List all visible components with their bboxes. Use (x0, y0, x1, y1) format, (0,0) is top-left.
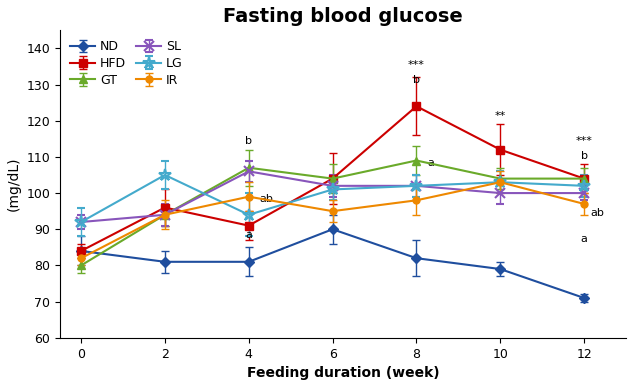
Text: b: b (245, 136, 252, 146)
Text: a: a (427, 158, 434, 168)
Text: ab: ab (591, 208, 605, 218)
Text: b: b (413, 75, 420, 84)
Text: **: ** (494, 111, 506, 121)
Text: ab: ab (260, 194, 273, 204)
Title: Fasting blood glucose: Fasting blood glucose (223, 7, 463, 26)
Text: ***: *** (408, 60, 425, 70)
X-axis label: Feeding duration (week): Feeding duration (week) (247, 366, 439, 380)
Text: a: a (580, 234, 587, 244)
Text: b: b (580, 151, 587, 161)
Y-axis label: (mg/dL): (mg/dL) (7, 157, 21, 211)
Legend: ND, HFD, GT, SL, LG, IR: ND, HFD, GT, SL, LG, IR (66, 36, 187, 91)
Text: ***: *** (575, 136, 592, 146)
Text: a: a (246, 230, 252, 240)
